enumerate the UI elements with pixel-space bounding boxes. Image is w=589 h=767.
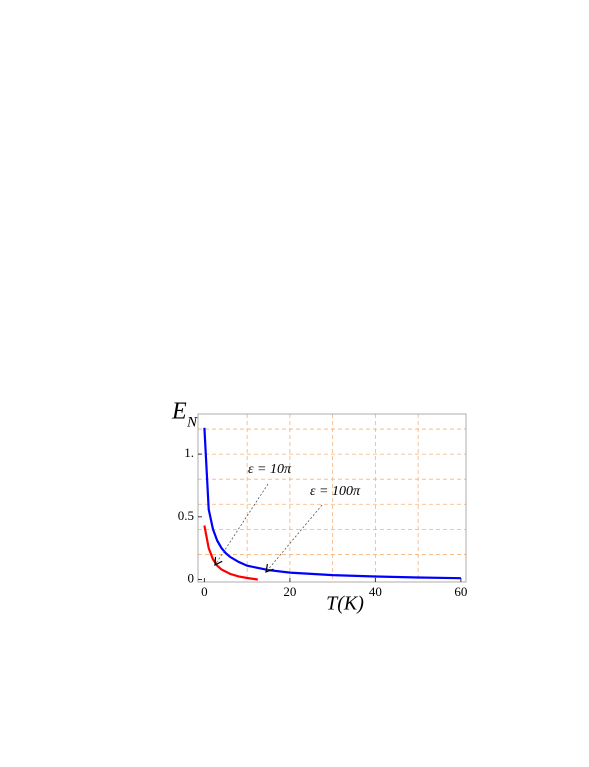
arrow-head	[214, 556, 223, 567]
line-series	[203, 427, 461, 580]
annotation: ε = 10π	[248, 462, 292, 477]
annotation: ε = 100π	[310, 484, 361, 499]
y-axis-label: E	[171, 399, 187, 425]
annotation-arrow	[265, 504, 323, 573]
y-tick-label: 1.	[184, 445, 194, 460]
x-tick-label: 0	[201, 584, 208, 599]
y-axis-label-sub: N	[186, 414, 198, 430]
arrow-head	[265, 563, 274, 573]
y-tick-label: 0	[188, 570, 195, 585]
annotation-arrow	[214, 483, 269, 566]
line-series	[203, 525, 258, 581]
plot-frame	[197, 413, 467, 583]
x-tick-label: 60	[454, 584, 467, 599]
x-tick-label: 40	[369, 584, 382, 599]
x-axis-label: T(K)	[326, 593, 364, 615]
x-tick-label: 20	[283, 584, 296, 599]
y-tick-label: 0.5	[178, 508, 194, 523]
